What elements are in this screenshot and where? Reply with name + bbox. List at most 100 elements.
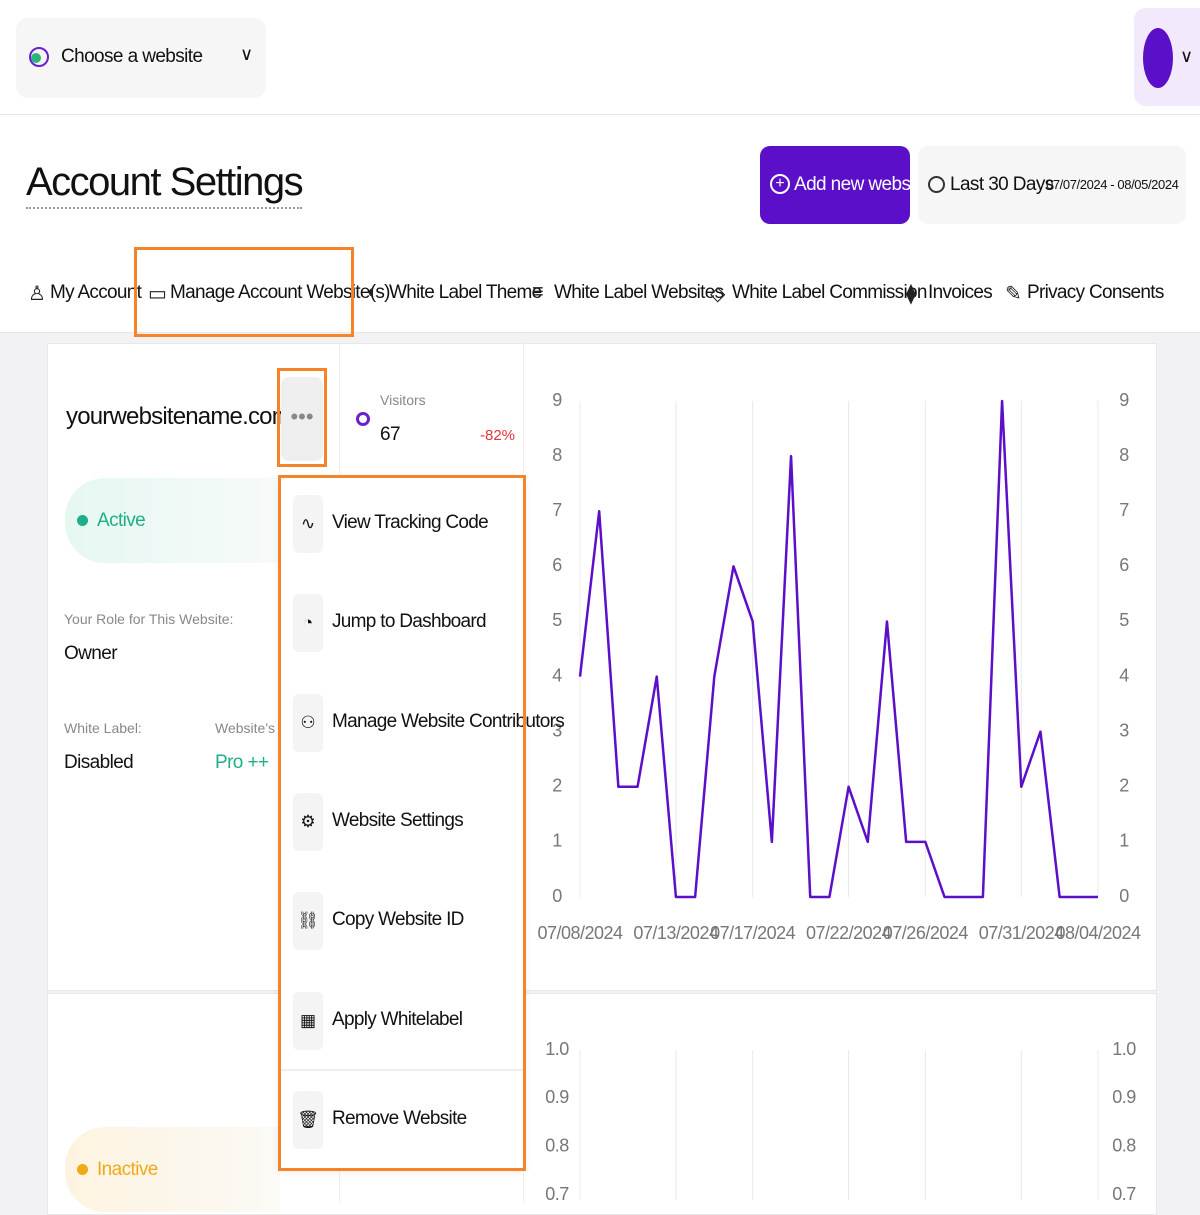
- tab[interactable]: White Label Commission: [732, 282, 927, 303]
- tab-icon: ⧫: [906, 283, 916, 305]
- page-title: Account Settings: [26, 160, 304, 209]
- y2-tick-label: 8: [1119, 445, 1129, 465]
- plan-label: Website's Pri: [215, 720, 296, 736]
- menu-icon: ⛓: [293, 892, 323, 951]
- white-label-value: Disabled: [64, 752, 134, 773]
- menu-icon: ◔: [293, 594, 323, 653]
- tab-icon: ◇: [710, 283, 726, 305]
- tab[interactable]: Privacy Consents: [1027, 282, 1164, 303]
- visitors-change: -82%: [480, 427, 516, 444]
- menu-text: View Tracking Code: [332, 512, 489, 533]
- menu-item[interactable]: 🗑 Remove Website: [281, 1090, 523, 1150]
- y-tick-label: 2: [552, 776, 562, 796]
- date-range-picker[interactable]: Last 30 Days 07/07/2024 - 08/05/2024: [918, 146, 1186, 224]
- add-website-text: Add new website: [794, 174, 929, 195]
- y2-tick-label: 4: [1119, 665, 1129, 685]
- menu-item[interactable]: ▦ Apply Whitelabel: [281, 991, 523, 1051]
- menu-item[interactable]: ⛓ Copy Website ID: [281, 891, 523, 951]
- y-tick-label: 5: [552, 610, 562, 630]
- tab[interactable]: Invoices: [928, 282, 993, 303]
- menu-text: Remove Website: [332, 1107, 467, 1129]
- menu-icon: ⚇: [293, 693, 323, 752]
- status-text: Active: [97, 510, 146, 531]
- y2-tick-label: 1: [1119, 831, 1129, 851]
- tab-icon: ♙: [28, 283, 46, 305]
- y2-tick-label: 6: [1119, 555, 1129, 575]
- menu-item[interactable]: ∿ View Tracking Code: [281, 494, 523, 554]
- tab[interactable]: White Label Theme: [389, 282, 542, 303]
- legend-dot: [356, 412, 370, 426]
- date-range: 07/07/2024 - 08/05/2024: [1046, 177, 1179, 192]
- y-tick-label: 7: [552, 500, 562, 520]
- x-tick-label: 07/31/2024: [979, 923, 1065, 943]
- x-tick-label: 07/13/2024: [633, 923, 719, 943]
- tab-icon: ✎: [1005, 283, 1022, 305]
- chevron: ∨: [240, 44, 254, 64]
- y2-tick-label: 0.7: [1112, 1184, 1136, 1200]
- tab[interactable]: My Account: [50, 282, 142, 303]
- tab[interactable]: White Label Websites: [554, 282, 724, 303]
- role-label: Your Role for This Website:: [64, 611, 234, 627]
- y-tick-label: 1.0: [545, 1039, 569, 1059]
- y2-tick-label: 2: [1119, 776, 1129, 796]
- y2-tick-label: 3: [1119, 720, 1129, 740]
- avatar-button[interactable]: ∨: [1134, 8, 1200, 106]
- y-tick-label: 3: [552, 720, 562, 740]
- x-tick-label: 08/04/2024: [1055, 923, 1141, 943]
- plan-value: Pro ++: [215, 752, 269, 773]
- y-tick-label: 0.8: [545, 1135, 569, 1155]
- menu-highlight: [278, 475, 526, 1171]
- menu-text: Manage Website Contributors: [332, 710, 565, 732]
- y2-tick-label: 0.9: [1112, 1087, 1136, 1107]
- y-tick-label: 0: [552, 886, 562, 906]
- menu-icon: ∿: [293, 495, 323, 553]
- y2-tick-label: 9: [1119, 390, 1129, 410]
- tab-icon: ≡: [532, 281, 544, 303]
- status-pill: Active: [65, 478, 280, 563]
- site-selector[interactable]: Choose a website ∨: [16, 18, 266, 98]
- status-dot: [77, 515, 88, 526]
- x-tick-label: 07/17/2024: [710, 923, 796, 943]
- visitors-value: 67: [380, 424, 401, 445]
- menu-text: Apply Whitelabel: [332, 1008, 463, 1030]
- role: Owner: [64, 643, 118, 664]
- y2-tick-label: 0: [1119, 886, 1129, 906]
- menu-icon: 🗑: [293, 1090, 323, 1149]
- add-website-button[interactable]: + Add new website: [760, 146, 929, 224]
- dropdown-menu: ∿ View Tracking Code ◔ Jump to Dashboard ⚇ Ma…: [281, 478, 565, 1168]
- chevron: ∨: [1180, 46, 1194, 66]
- tab-icon: ◐: [367, 281, 380, 303]
- clock-icon: [928, 176, 945, 193]
- date-label: Last 30 Days: [950, 174, 1054, 195]
- y-tick-label: 1: [552, 831, 562, 851]
- menu-text: Website Settings: [332, 809, 464, 831]
- tab[interactable]: Manage Account Website(s): [170, 282, 390, 303]
- tab-icon: ▭: [148, 283, 167, 305]
- globe-icon: [29, 47, 49, 67]
- visitors-label: Visitors: [380, 392, 426, 408]
- menu-text: Jump to Dashboard: [332, 611, 487, 633]
- menu-item[interactable]: ◔ Jump to Dashboard: [281, 593, 523, 653]
- button-highlight: [277, 368, 327, 467]
- y2-tick-label: 5: [1119, 610, 1129, 630]
- status-text: Inactive: [97, 1159, 158, 1180]
- status-pill: Inactive: [65, 1127, 280, 1212]
- menu-item[interactable]: ⚇ Manage Website Contributors: [281, 693, 565, 753]
- tab-highlight: [134, 247, 354, 337]
- y-tick-label: 8: [552, 445, 562, 465]
- x-tick-label: 07/08/2024: [537, 923, 623, 943]
- more-button[interactable]: •••: [281, 377, 323, 461]
- y-tick-label: 4: [552, 665, 562, 685]
- menu-icon: ▦: [293, 991, 323, 1050]
- site-selector-text: Choose a website: [61, 46, 203, 67]
- y2-tick-label: 7: [1119, 500, 1129, 520]
- menu-icon: ⚙: [293, 792, 323, 851]
- x-tick-label: 07/22/2024: [806, 923, 892, 943]
- menu-item[interactable]: ⚙ Website Settings: [281, 792, 523, 852]
- line-series: [578, 399, 1098, 899]
- y2-tick-label: 1.0: [1112, 1039, 1136, 1059]
- y-tick-label: 6: [552, 555, 562, 575]
- white-label-label: White Label:: [64, 720, 142, 736]
